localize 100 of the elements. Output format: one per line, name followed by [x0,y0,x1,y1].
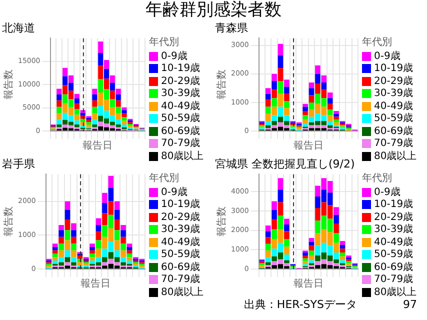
bar [52,244,58,247]
bar [71,262,76,266]
bar [56,94,62,100]
bar [265,250,271,258]
legend-label: 0-9歳 [374,186,400,198]
bar [98,41,104,54]
bar [302,106,308,112]
bar [96,224,102,232]
bar [58,244,64,250]
bar [265,100,271,107]
bar [56,124,62,128]
bar [116,94,121,100]
bar [334,114,339,117]
bar [334,116,339,120]
x-axis-title: 報告日 [293,278,324,290]
bar [92,88,98,94]
bar [126,244,132,247]
bar [64,257,70,262]
bar [284,239,290,247]
y-axis-title: 報告数 [2,70,15,100]
bar [265,106,271,114]
bar [302,104,308,107]
bar [52,246,58,250]
legend-label: 0-9歳 [161,186,188,198]
bar [284,86,290,94]
bar [284,231,290,240]
bar [334,111,339,114]
bar [114,220,120,230]
bar [265,121,271,126]
bar [284,108,290,116]
bar [334,214,339,224]
legend-label: 20-29歳 [161,76,200,87]
bar [278,68,284,82]
bar [327,92,333,98]
bar [278,190,284,202]
bar [58,224,64,230]
bar [64,201,70,210]
bar [334,207,339,215]
bar [272,201,277,210]
bar [58,236,64,244]
bar [278,216,284,230]
legend-label: 40-49歳 [161,236,200,248]
bar [272,229,277,240]
bar [340,240,346,245]
chart-title: 青森県 [215,21,248,34]
bar [104,60,110,69]
bar [108,188,114,202]
bar [278,81,284,94]
legend-label: 10-19歳 [161,199,200,210]
y-axis-title: 報告数 [216,206,228,237]
bar [308,250,314,256]
bar [327,98,333,104]
bar [302,124,308,127]
bar [52,257,58,261]
bar [114,230,120,240]
bar [334,122,339,126]
bar [120,250,126,258]
bar [96,232,102,240]
bar [120,236,126,244]
bar [272,81,277,90]
bar [340,256,346,260]
bar [284,101,290,108]
bar [90,246,95,250]
legend-label: 80歳以上 [161,286,204,298]
bar [272,74,277,82]
bar [272,210,277,220]
bar [64,210,70,220]
bar [77,255,83,259]
bar [116,100,121,107]
bar [334,233,339,243]
bar [56,100,62,107]
bar [120,244,126,250]
legend-label: 20-29歳 [374,76,414,87]
legend-label: 70-79歳 [161,274,200,286]
bar [308,242,314,246]
bar [265,94,271,100]
legend-label: 80歳以上 [374,286,417,298]
bar [120,224,126,230]
bar [90,244,95,247]
bar [56,106,62,114]
legend-label: 50-59歳 [161,113,200,124]
legend-label: 70-79歳 [374,138,414,150]
legend-label: 0-9歳 [161,50,188,62]
legend-label: 30-39歳 [374,88,414,100]
bar [334,224,339,234]
bar [265,231,271,238]
legend-label: 20-29歳 [374,212,414,223]
bar [52,250,58,254]
bar [80,118,86,122]
bar [340,248,346,253]
bar [92,113,98,120]
bar [122,120,127,125]
legend-label: 40-49歳 [374,100,414,112]
bar [308,88,314,96]
bar [278,202,284,216]
legend-label: 10-19歳 [374,63,414,74]
legend-title: 年代別 [149,37,180,48]
legend-label: 40-49歳 [161,100,200,112]
bar [71,250,76,258]
bar [340,252,346,256]
